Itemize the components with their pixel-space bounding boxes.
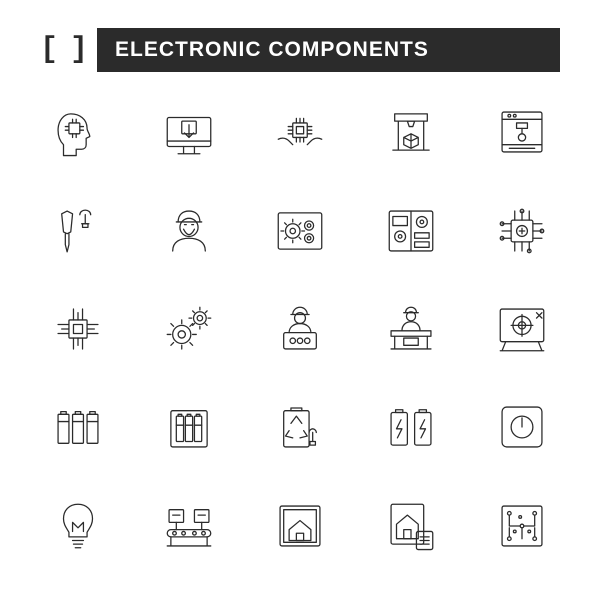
house-doc-icon [372,492,449,560]
control-board-icon [372,196,449,264]
worker-station-icon [372,295,449,363]
battery-recycle-icon [262,393,339,461]
battery-charge-icon [372,393,449,461]
monitor-download-icon [151,98,228,166]
gear-panel-icon [262,196,339,264]
ai-head-chip-icon [40,98,117,166]
gears-icon [151,295,228,363]
bulb-circuit-icon [40,492,117,560]
house-frame-icon [262,492,339,560]
cpu-circuit-icon [483,196,560,264]
technician-board-icon [262,295,339,363]
soldering-tool-icon [40,196,117,264]
pcb-board-icon [483,492,560,560]
fabrication-machine-icon [483,98,560,166]
header: [ ] ELECTRONIC COMPONENTS [40,28,560,72]
battery-cells-icon [151,393,228,461]
3d-printer-cube-icon [372,98,449,166]
chip-traces-icon [40,295,117,363]
power-button-icon [483,393,560,461]
hands-chip-icon [262,98,339,166]
drafting-screen-icon [483,295,560,363]
battery-pack-icon [40,393,117,461]
engineer-avatar-icon [151,196,228,264]
page-title: ELECTRONIC COMPONENTS [97,28,560,72]
assembly-line-icon [151,492,228,560]
brackets-icon: [ ] [40,33,85,67]
icon-grid [40,98,560,560]
